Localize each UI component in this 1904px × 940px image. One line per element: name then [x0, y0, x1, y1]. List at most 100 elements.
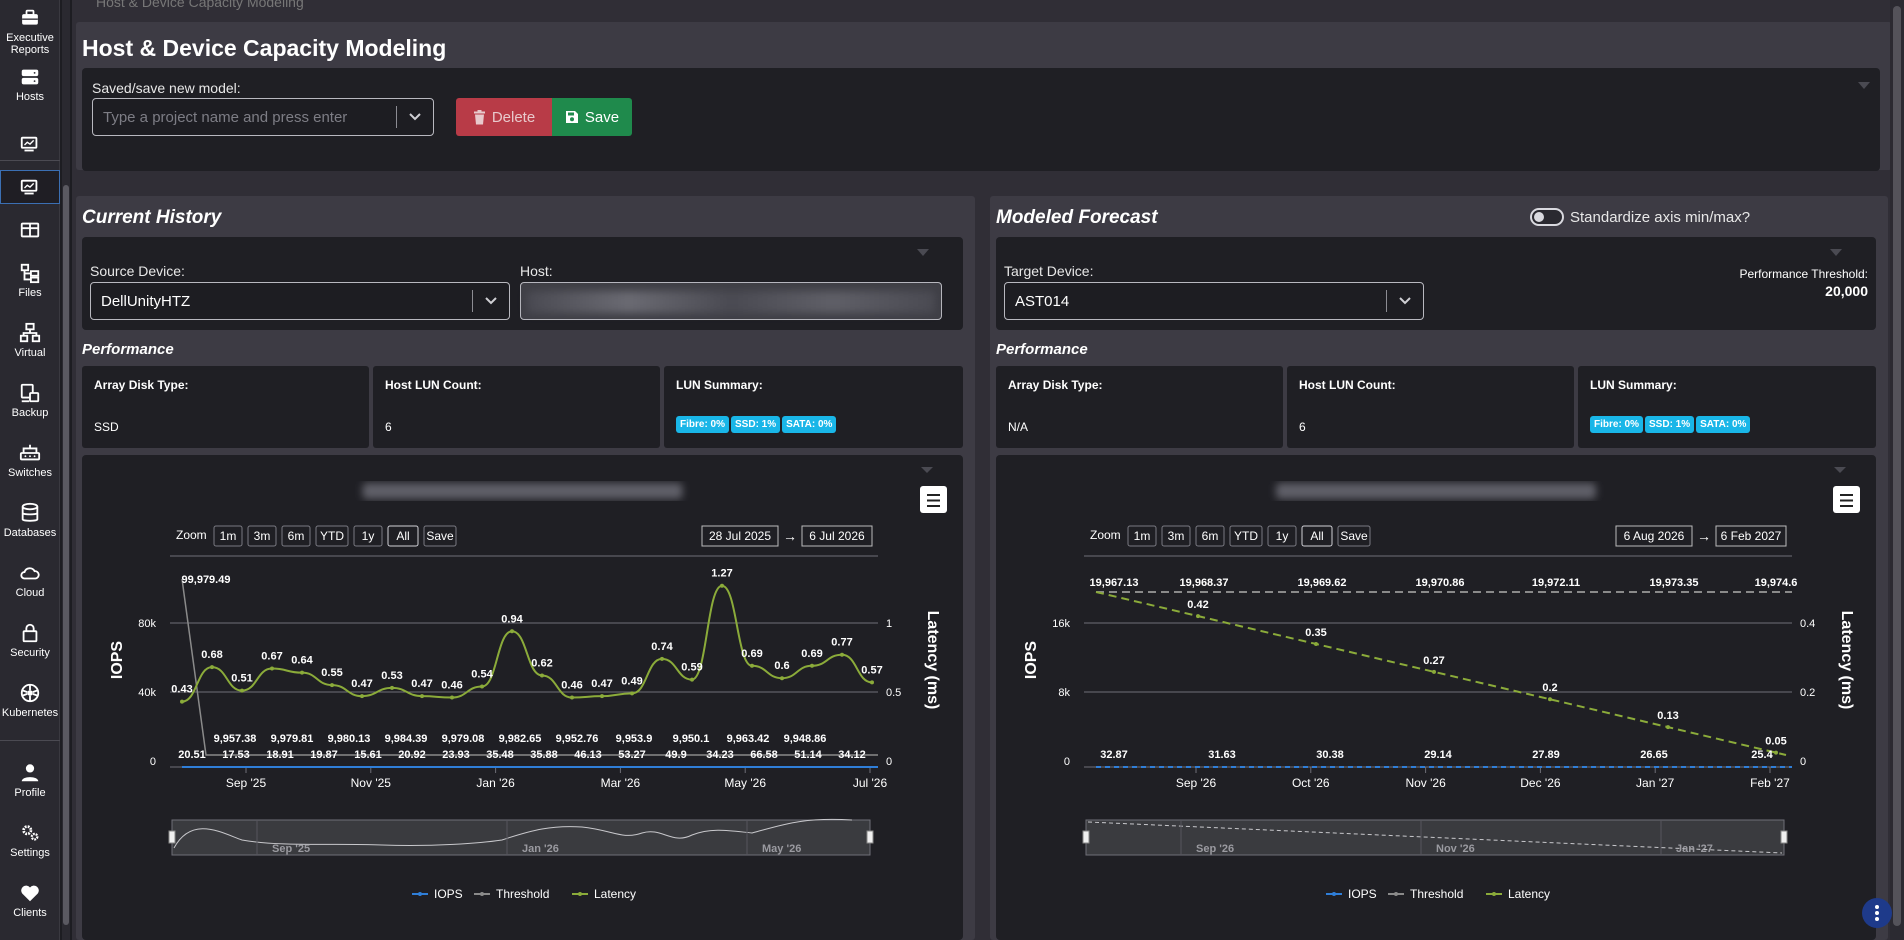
zoom-button-6m[interactable]: 6m [1195, 525, 1225, 547]
y-tick-label: 40k [138, 687, 156, 699]
zoom-button-all[interactable]: All [387, 525, 419, 547]
navigator-tick-label: May '26 [762, 843, 801, 855]
threshold-data-label: 9,963.42 [727, 733, 770, 745]
sidebar-item-nav-4[interactable] [0, 213, 60, 247]
legend-item-threshold[interactable]: Threshold [474, 887, 549, 901]
navigator-handle-left[interactable] [168, 830, 176, 844]
sidebar-item-profile[interactable]: Profile [0, 758, 60, 804]
more-options-button[interactable] [1862, 898, 1892, 928]
source-device-label: Source Device: [90, 263, 185, 279]
chart-menu-button[interactable] [1833, 486, 1860, 513]
range-to-input[interactable] [801, 525, 873, 547]
sidebar-item-kubernetes[interactable]: Kubernetes [0, 678, 60, 724]
navigator-handle-left[interactable] [1082, 830, 1090, 844]
latency-point [1774, 750, 1778, 755]
source-device-select[interactable]: DellUnityHTZ [90, 282, 510, 320]
collapse-arrow-icon[interactable] [917, 249, 929, 256]
chart-menu-button[interactable] [920, 486, 947, 513]
sidebar-item-files[interactable]: Files [0, 258, 60, 304]
zoom-button-3m[interactable]: 3m [247, 525, 277, 547]
save-button[interactable]: Save [552, 98, 632, 136]
sidebar-item-hosts[interactable]: Hosts [0, 62, 60, 110]
chart-svg: Zoom 1m 3m 6m YTD 1y All Save 28 Jul 2025 → 6 Jul … [109, 467, 947, 901]
legend-item-threshold[interactable]: Threshold [1388, 887, 1463, 901]
zoom-button-3m[interactable]: 3m [1161, 525, 1191, 547]
svg-text:1m: 1m [220, 529, 237, 543]
host-label: Host: [520, 263, 553, 279]
zoom-button-1m[interactable]: 1m [1127, 525, 1157, 547]
zoom-button-6m[interactable]: 6m [281, 525, 311, 547]
range-from-text: 28 Jul 2025 [709, 529, 771, 543]
sidebar-item-settings[interactable]: Settings [0, 818, 60, 864]
chevron-down-icon[interactable] [473, 296, 509, 306]
sidebar-item-nav-2[interactable] [0, 128, 60, 164]
range-from-input[interactable] [1615, 525, 1693, 547]
legend-item-iops[interactable]: IOPS [412, 887, 463, 901]
chevron-down-icon[interactable] [397, 112, 433, 122]
latency-point [390, 685, 394, 690]
target-device-select[interactable]: AST014 [1004, 282, 1424, 320]
standardize-axis-toggle[interactable] [1530, 208, 1564, 226]
y2-axis-label: Latency (ms) [924, 611, 941, 710]
sidebar-item-security[interactable]: Security [0, 618, 60, 664]
delete-button[interactable]: Delete [456, 98, 552, 136]
iops-data-label: 34.23 [706, 749, 734, 761]
navigator-handle-right[interactable] [1780, 830, 1788, 844]
iops-data-label: 29.14 [1424, 749, 1452, 761]
y-tick-label: 8k [1058, 687, 1070, 699]
sidebar-item-virtual[interactable]: Virtual [0, 318, 60, 364]
page-scrollbar[interactable] [1890, 0, 1904, 940]
kubernetes-icon [20, 683, 40, 703]
zoom-button-1m[interactable]: 1m [213, 525, 243, 547]
zoom-button-save[interactable]: Save [423, 525, 457, 547]
range-to-input[interactable] [1715, 525, 1787, 547]
table-icon [20, 222, 40, 238]
latency-point [420, 694, 424, 699]
svg-text:All: All [1310, 529, 1323, 543]
sidebar-item-switches[interactable]: Switches [0, 438, 60, 484]
badge-sata: SATA: 0% [782, 416, 837, 433]
legend-item-latency[interactable]: Latency [1486, 887, 1550, 901]
collapse-arrow-icon[interactable] [1858, 82, 1870, 89]
heart-icon [21, 885, 39, 902]
sidebar-item-clients[interactable]: Clients [0, 878, 60, 924]
svg-text:Threshold: Threshold [1410, 887, 1463, 901]
sidebar-item-backup[interactable]: Backup [0, 378, 60, 424]
navigator-handle-right[interactable] [866, 830, 874, 844]
range-from-input[interactable] [701, 525, 779, 547]
zoom-button-all[interactable]: All [1301, 525, 1333, 547]
zoom-button-ytd[interactable]: YTD [1229, 525, 1263, 547]
sidebar-item-label: Security [10, 647, 50, 659]
host-select[interactable] [520, 282, 942, 320]
sidebar-item-label: Virtual [14, 347, 46, 359]
zoom-button-save[interactable]: Save [1337, 525, 1371, 547]
host-value-redacted [527, 291, 935, 313]
latency-data-label: 0.46 [441, 680, 462, 692]
sidebar-item-nav-3[interactable] [0, 170, 60, 204]
latency-data-label: 0.59 [681, 662, 702, 674]
navigator-window[interactable] [1085, 819, 1785, 856]
sidebar-item-databases[interactable]: Databases [0, 498, 60, 544]
sidebar-item-executive-reports[interactable]: Executive Reports [0, 4, 60, 56]
collapse-arrow-icon[interactable] [1830, 249, 1842, 256]
zoom-button-1y[interactable]: 1y [1267, 525, 1297, 547]
collapse-arrow-icon[interactable] [1834, 467, 1846, 473]
chevron-down-icon[interactable] [1387, 296, 1423, 306]
page-title: Host & Device Capacity Modeling [82, 35, 447, 61]
collapse-arrow-icon[interactable] [921, 467, 933, 473]
zoom-button-ytd[interactable]: YTD [315, 525, 349, 547]
model-select[interactable]: Type a project name and press enter [92, 98, 434, 136]
svg-text:YTD: YTD [1234, 529, 1258, 543]
latency-point [1432, 669, 1436, 674]
badge-ssd: SSD: 1% [1645, 416, 1695, 433]
legend-item-iops[interactable]: IOPS [1326, 887, 1377, 901]
sidebar-scrollbar-thumb[interactable] [63, 185, 69, 925]
sidebar-item-cloud[interactable]: Cloud [0, 558, 60, 604]
legend-item-latency[interactable]: Latency [572, 887, 636, 901]
svg-text:IOPS: IOPS [1348, 887, 1377, 901]
zoom-button-1y[interactable]: 1y [353, 525, 383, 547]
latency-data-label: 0.2 [1542, 682, 1557, 694]
page-scrollbar-thumb[interactable] [1893, 6, 1901, 926]
svg-text:Save: Save [1340, 529, 1368, 543]
iops-data-label: 19.87 [310, 749, 338, 761]
